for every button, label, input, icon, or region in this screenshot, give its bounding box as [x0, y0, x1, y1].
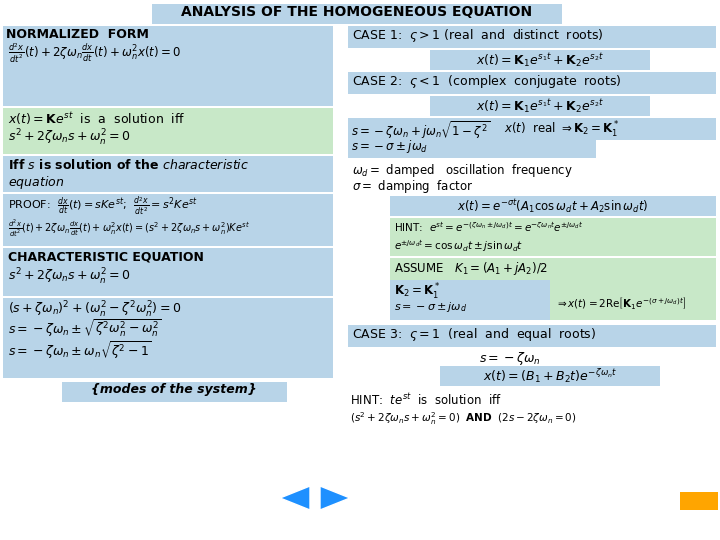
Text: $s=-\zeta\omega_n+j\omega_n\sqrt{1-\zeta^2}$: $s=-\zeta\omega_n+j\omega_n\sqrt{1-\zeta…: [351, 120, 490, 142]
FancyBboxPatch shape: [3, 298, 333, 378]
Text: $\mathit{equation}$: $\mathit{equation}$: [8, 174, 64, 191]
Text: $x(t)=\mathbf{K}_1 e^{s_1 t}+\mathbf{K}_2 e^{s_2 t}$: $x(t)=\mathbf{K}_1 e^{s_1 t}+\mathbf{K}_…: [476, 51, 604, 69]
Text: $\frac{d^2x}{dt^2}(t)+2\zeta\omega_n\frac{dx}{dt}(t)+\omega_n^2 x(t)=0$: $\frac{d^2x}{dt^2}(t)+2\zeta\omega_n\fra…: [8, 42, 181, 65]
Text: HINT:  $te^{st}$  is  solution  iff: HINT: $te^{st}$ is solution iff: [350, 392, 502, 408]
FancyBboxPatch shape: [348, 118, 596, 158]
Text: $x(t)=\mathbf{K}_1 e^{s_1 t}+\mathbf{K}_2 e^{s_2 t}$: $x(t)=\mathbf{K}_1 e^{s_1 t}+\mathbf{K}_…: [476, 97, 604, 114]
FancyBboxPatch shape: [390, 196, 716, 216]
Text: CLEAUX: CLEAUX: [684, 494, 714, 500]
Text: CASE 2:  $\varsigma<1$  (complex  conjugate  roots): CASE 2: $\varsigma<1$ (complex conjugate…: [352, 73, 621, 90]
FancyBboxPatch shape: [390, 280, 550, 320]
Text: PROOF:  $\frac{dx}{dt}(t)=sKe^{st}$;  $\frac{d^2x}{dt^2}=s^2Ke^{st}$: PROOF: $\frac{dx}{dt}(t)=sKe^{st}$; $\fr…: [8, 196, 198, 218]
Text: $s^2+2\zeta\omega_n s+\omega_n^2=0$: $s^2+2\zeta\omega_n s+\omega_n^2=0$: [8, 128, 131, 148]
Text: $\sigma=$ damping  factor: $\sigma=$ damping factor: [352, 178, 473, 195]
FancyBboxPatch shape: [3, 248, 333, 296]
Text: $s=-\sigma\pm j\omega_d$: $s=-\sigma\pm j\omega_d$: [394, 300, 467, 314]
Text: HINT:  $e^{st}=e^{-(\zeta\omega_n\pm j\omega_d)t}=e^{-\zeta\omega_n t}e^{\pm j\o: HINT: $e^{st}=e^{-(\zeta\omega_n\pm j\om…: [394, 220, 583, 234]
FancyBboxPatch shape: [152, 4, 562, 24]
Text: $s=-\zeta\omega_n\pm\omega_n\sqrt{\zeta^2-1}$: $s=-\zeta\omega_n\pm\omega_n\sqrt{\zeta^…: [8, 340, 152, 362]
Text: $s=-\sigma\pm j\omega_d$: $s=-\sigma\pm j\omega_d$: [351, 138, 428, 155]
Text: CHARACTERISTIC EQUATION: CHARACTERISTIC EQUATION: [8, 250, 204, 263]
FancyBboxPatch shape: [440, 366, 660, 386]
FancyBboxPatch shape: [500, 118, 716, 140]
FancyBboxPatch shape: [3, 26, 333, 106]
FancyBboxPatch shape: [348, 72, 716, 94]
FancyBboxPatch shape: [348, 325, 716, 347]
FancyBboxPatch shape: [680, 492, 718, 510]
FancyBboxPatch shape: [390, 258, 716, 320]
FancyBboxPatch shape: [3, 108, 333, 154]
FancyBboxPatch shape: [3, 194, 333, 246]
Text: $\Rightarrow x(t)=2\mathrm{Re}\left[\mathbf{K}_1 e^{-(\sigma+j\omega_d)t}\right]: $\Rightarrow x(t)=2\mathrm{Re}\left[\mat…: [555, 295, 686, 311]
Text: $x(t)=(B_1+B_2 t)e^{-\zeta\omega_n t}$: $x(t)=(B_1+B_2 t)e^{-\zeta\omega_n t}$: [483, 367, 617, 385]
FancyBboxPatch shape: [390, 258, 716, 278]
FancyBboxPatch shape: [348, 26, 716, 48]
FancyBboxPatch shape: [62, 382, 287, 402]
Text: $s^2+2\zeta\omega_n s+\omega_n^2=0$: $s^2+2\zeta\omega_n s+\omega_n^2=0$: [8, 267, 131, 287]
Text: $e^{\pm j\omega_d t}=\cos\omega_d t\pm j\sin\omega_d t$: $e^{\pm j\omega_d t}=\cos\omega_d t\pm j…: [394, 238, 523, 254]
Text: $x(t)=e^{-\sigma t}(A_1\cos\omega_d t+A_2\sin\omega_d t)$: $x(t)=e^{-\sigma t}(A_1\cos\omega_d t+A_…: [457, 197, 649, 215]
Text: $x(t)=\mathbf{K}e^{st}$  is  a  solution  iff: $x(t)=\mathbf{K}e^{st}$ is a solution if…: [8, 110, 186, 126]
Text: $x(t)$  real $\Rightarrow \mathbf{K}_2=\mathbf{K}_1^*$: $x(t)$ real $\Rightarrow \mathbf{K}_2=\m…: [504, 120, 619, 140]
Text: $\mathbf{K}_2=\mathbf{K}_1^*$: $\mathbf{K}_2=\mathbf{K}_1^*$: [394, 282, 440, 302]
FancyBboxPatch shape: [3, 156, 333, 192]
Text: {modes of the system}: {modes of the system}: [91, 383, 257, 396]
Text: $(s^2+2\zeta\omega_n s+\omega_n^2=0)$  $\mathbf{AND}$  $(2s-2\zeta\omega_n=0)$: $(s^2+2\zeta\omega_n s+\omega_n^2=0)$ $\…: [350, 410, 577, 427]
FancyBboxPatch shape: [430, 96, 650, 116]
Polygon shape: [320, 486, 350, 510]
Text: $s=-\zeta\omega_n\pm\sqrt{\zeta^2\omega_n^2-\omega_n^2}$: $s=-\zeta\omega_n\pm\sqrt{\zeta^2\omega_…: [8, 318, 161, 339]
FancyBboxPatch shape: [390, 218, 716, 256]
Text: Iff $\mathit{s}$ is solution of the $\mathit{characteristic}$: Iff $\mathit{s}$ is solution of the $\ma…: [8, 158, 249, 172]
Text: ASSUME   $K_1=(A_1+jA_2)/2$: ASSUME $K_1=(A_1+jA_2)/2$: [394, 260, 548, 277]
FancyBboxPatch shape: [430, 50, 650, 70]
Polygon shape: [280, 486, 310, 510]
Text: CASE 1:  $\varsigma>1$ (real  and  distinct  roots): CASE 1: $\varsigma>1$ (real and distinct…: [352, 27, 603, 44]
Text: CASE 3:  $\varsigma=1$  (real  and  equal  roots): CASE 3: $\varsigma=1$ (real and equal ro…: [352, 326, 596, 343]
Text: NORMALIZED  FORM: NORMALIZED FORM: [6, 28, 149, 41]
Text: $\frac{d^2x}{dt^2}(t)+2\zeta\omega_n\frac{dx}{dt}(t)+\omega_n^2 x(t)=(s^2+2\zeta: $\frac{d^2x}{dt^2}(t)+2\zeta\omega_n\fra…: [8, 218, 251, 239]
Text: ANALYSIS OF THE HOMOGENEOUS EQUATION: ANALYSIS OF THE HOMOGENEOUS EQUATION: [181, 5, 533, 19]
Text: $(s+\zeta\omega_n)^2+(\omega_n^2-\zeta^2\omega_n^2)=0$: $(s+\zeta\omega_n)^2+(\omega_n^2-\zeta^2…: [8, 300, 181, 320]
Text: $s=-\zeta\omega_n$: $s=-\zeta\omega_n$: [480, 350, 541, 367]
Text: $\omega_d=$ damped   oscillation  frequency: $\omega_d=$ damped oscillation frequency: [352, 162, 572, 179]
